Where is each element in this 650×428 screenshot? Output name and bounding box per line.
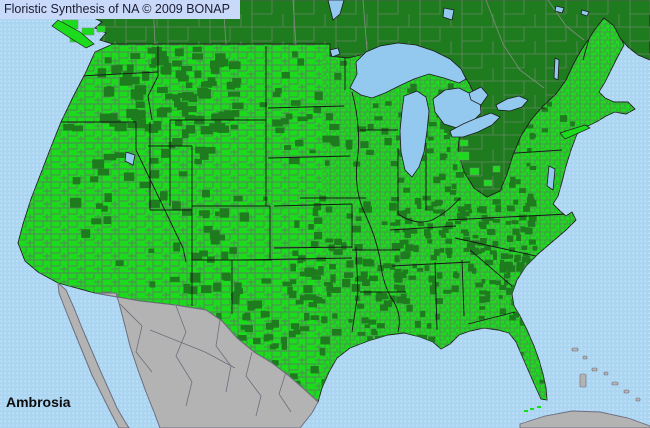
state-borders (55, 27, 593, 333)
florida-keys (524, 406, 541, 412)
map-title-bar: Floristic Synthesis of NA © 2009 BONAP (0, 0, 240, 19)
long-island (559, 124, 591, 140)
canada-province-borders (152, 0, 585, 89)
canada-present-districts (61, 19, 501, 187)
baja-california (57, 281, 130, 428)
cuba (519, 410, 650, 428)
bahamas-islands (571, 347, 641, 402)
species-label: Ambrosia (6, 394, 71, 410)
mexico-landmass (94, 292, 319, 428)
vancouver-island (51, 19, 95, 49)
great-lakes (124, 0, 590, 191)
mexico-state-borders (119, 303, 292, 417)
map-title: Floristic Synthesis of NA © 2009 BONAP (4, 2, 230, 16)
